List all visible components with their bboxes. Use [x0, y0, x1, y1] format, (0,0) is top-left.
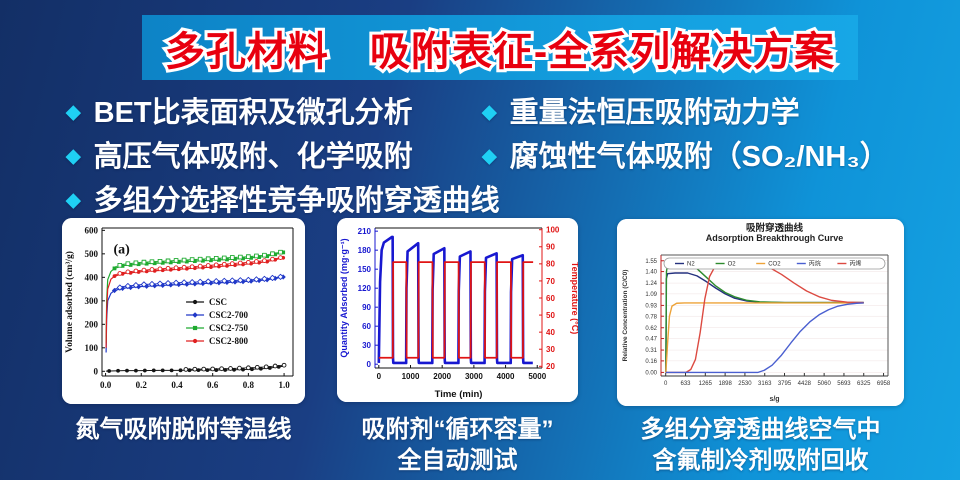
bullet-multicomponent: ◆ 多组分选择性竞争吸附穿透曲线 — [66, 183, 500, 219]
caption-isotherm: 氮气吸附脱附等温线 — [62, 414, 305, 445]
bullet-high-pressure: ◆ 高压气体吸附、化学吸附 — [66, 139, 413, 175]
caption-breakthrough: 多组分穿透曲线空气中 含氟制冷剂吸附回收 — [612, 414, 909, 476]
bullet-label: 重量法恒压吸附动力学 — [509, 97, 800, 129]
diamond-bullet-icon: ◆ — [66, 190, 81, 211]
cyclic-capacity-chart-panel — [337, 218, 578, 402]
breakthrough-curve-chart — [617, 219, 904, 406]
title-banner: 多孔材料 吸附表征-全系列解决方案 多孔材料 吸附表征-全系列解决方案 — [142, 15, 858, 80]
diamond-bullet-icon: ◆ — [66, 146, 81, 167]
bullet-label: 腐蚀性气体吸附（SO₂/NH₃） — [509, 141, 889, 173]
caption-cyclic-capacity: 吸附剂“循环容量” 全自动测试 — [317, 414, 598, 476]
caption-line: 氮气吸附脱附等温线 — [75, 416, 292, 443]
nitrogen-isotherm-chart — [62, 218, 305, 404]
caption-line: 吸附剂“循环容量” — [361, 416, 554, 443]
caption-line: 全自动测试 — [397, 447, 518, 474]
cyclic-capacity-chart — [337, 218, 578, 402]
diamond-bullet-icon: ◆ — [66, 102, 81, 123]
caption-line: 多组分穿透曲线空气中 — [640, 416, 881, 443]
bullet-label: 多组分选择性竞争吸附穿透曲线 — [93, 185, 500, 217]
bullet-label: BET比表面积及微孔分析 — [93, 97, 413, 129]
page-title: 多孔材料 吸附表征-全系列解决方案 多孔材料 吸附表征-全系列解决方案 — [162, 19, 837, 77]
bullet-bet-analysis: ◆ BET比表面积及微孔分析 — [66, 95, 413, 131]
caption-line: 含氟制冷剂吸附回收 — [652, 447, 869, 474]
bullet-corrosive-gas: ◆ 腐蚀性气体吸附（SO₂/NH₃） — [482, 139, 889, 175]
diamond-bullet-icon: ◆ — [482, 146, 497, 167]
bullet-label: 高压气体吸附、化学吸附 — [93, 141, 413, 173]
bullet-gravimetric: ◆ 重量法恒压吸附动力学 — [482, 95, 800, 131]
breakthrough-chart-panel — [617, 219, 904, 406]
page-title-text: 多孔材料 吸附表征-全系列解决方案 — [164, 29, 836, 74]
diamond-bullet-icon: ◆ — [482, 102, 497, 123]
isotherm-chart-panel — [62, 218, 305, 404]
page-title-outline: 多孔材料 吸附表征-全系列解决方案 — [162, 27, 837, 77]
